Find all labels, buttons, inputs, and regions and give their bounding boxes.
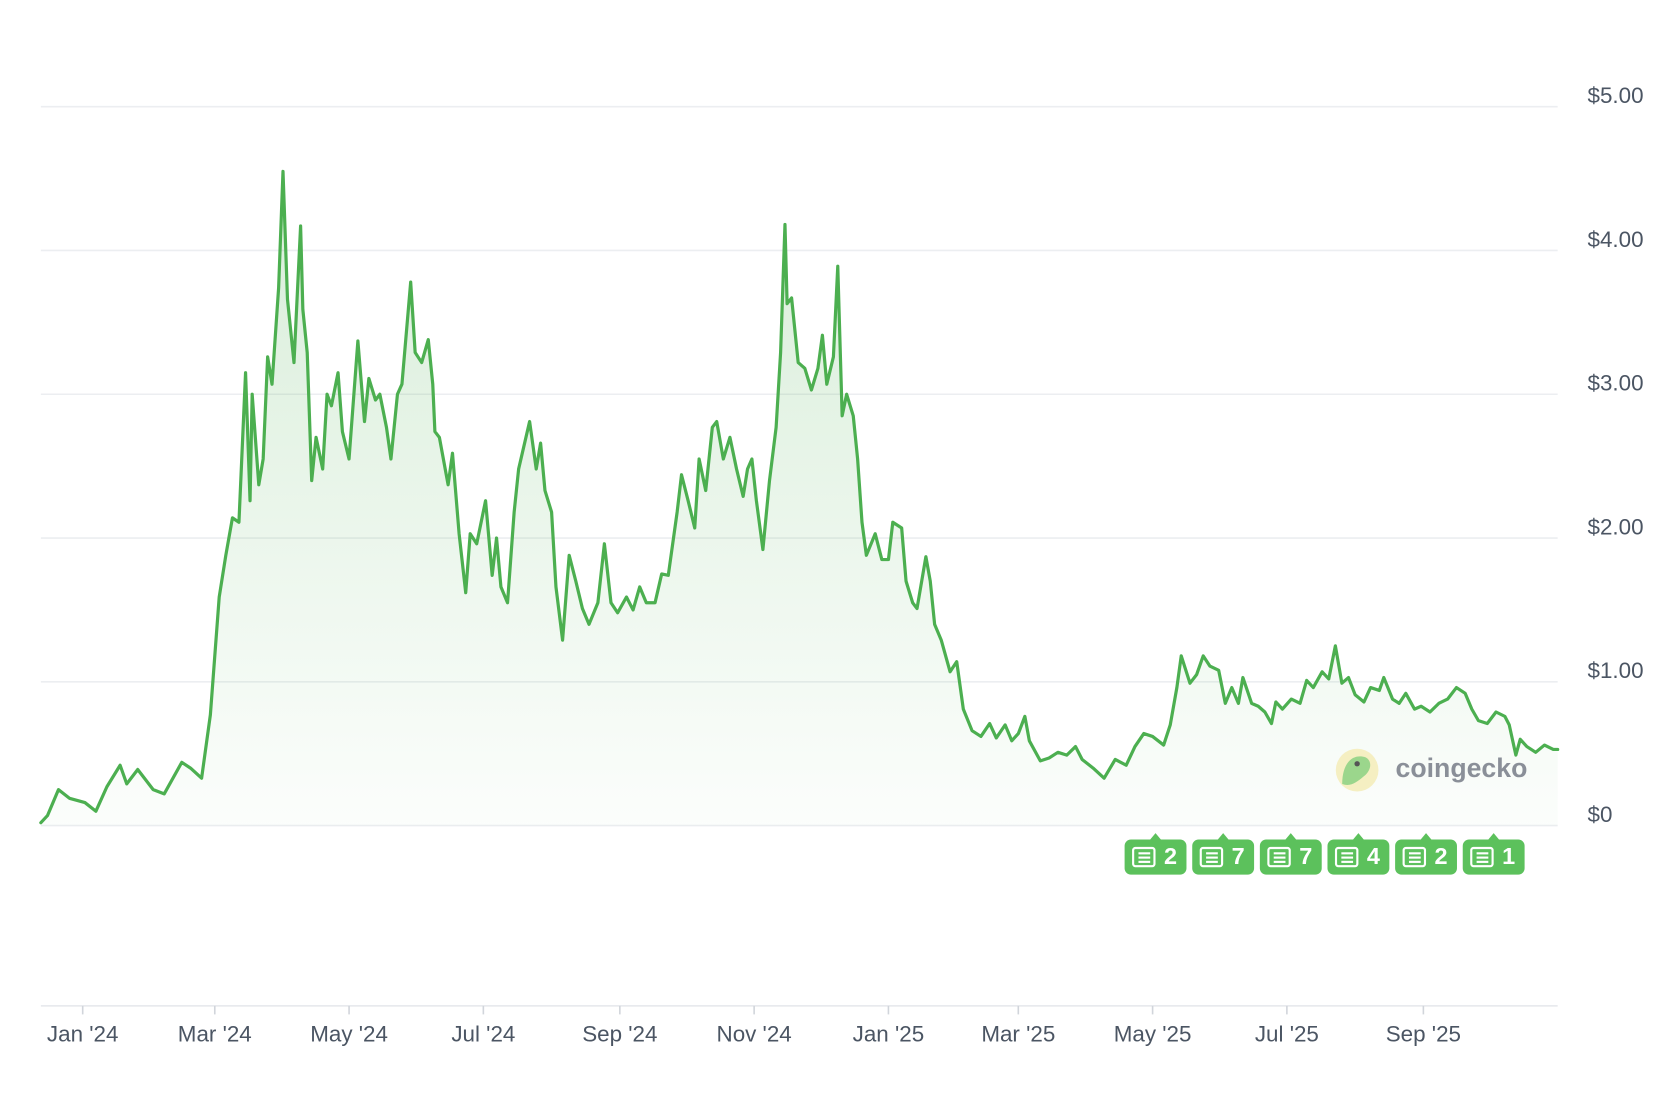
badge-count: 2 [1434, 843, 1447, 869]
x-tick-label: Jul '24 [451, 1022, 515, 1047]
badge-icon [1132, 846, 1156, 868]
x-tick-label: Sep '24 [582, 1022, 657, 1047]
badge-icon [1267, 846, 1291, 868]
badge-count: 7 [1232, 843, 1245, 869]
x-tick-label: Nov '24 [717, 1022, 792, 1047]
badge-count: 7 [1299, 843, 1312, 869]
badge-pointer [1488, 833, 1499, 840]
watermark-logo [1335, 748, 1379, 792]
badge-pointer [1285, 833, 1297, 840]
watermark: coingecko [1396, 753, 1528, 783]
news-badge[interactable]: 1 [1462, 833, 1525, 875]
badge-icon [1199, 846, 1224, 868]
news-badge[interactable]: 7 [1259, 833, 1322, 875]
x-tick-label: Mar '25 [981, 1022, 1055, 1047]
x-tick-label: Sep '25 [1386, 1022, 1461, 1047]
badge-icon [1334, 846, 1359, 868]
y-tick-label: $4.00 [1588, 227, 1644, 252]
badge-pointer [1353, 833, 1364, 840]
badge-icon [1470, 846, 1494, 868]
badge-pointer [1217, 833, 1229, 840]
y-tick-label: $3.00 [1588, 371, 1644, 396]
badge-icon [1402, 846, 1427, 868]
x-tick-label: Jan '25 [853, 1022, 925, 1047]
badge-count: 4 [1367, 843, 1380, 869]
news-badge[interactable]: 4 [1327, 833, 1390, 875]
news-badge[interactable]: 7 [1192, 833, 1255, 875]
news-badge[interactable]: 2 [1124, 833, 1187, 875]
badge-count: 1 [1502, 843, 1515, 869]
x-tick-label: Jul '25 [1255, 1022, 1319, 1047]
badge-count: 2 [1164, 843, 1177, 869]
x-tick-label: Jan '24 [47, 1022, 119, 1047]
y-tick-label: $1.00 [1588, 658, 1644, 683]
x-tick-label: May '25 [1114, 1022, 1192, 1047]
price-line [39, 169, 1560, 825]
badge-pointer [1150, 833, 1161, 840]
news-badge[interactable]: 2 [1395, 833, 1457, 875]
y-tick-label: $5.00 [1588, 83, 1644, 108]
y-tick-label: $0 [1588, 802, 1613, 827]
x-tick-label: May '24 [310, 1022, 388, 1047]
y-tick-label: $2.00 [1588, 514, 1644, 539]
price-area [40, 171, 1558, 826]
badge-pointer [1420, 833, 1432, 840]
x-tick-label: Mar '24 [178, 1022, 252, 1047]
